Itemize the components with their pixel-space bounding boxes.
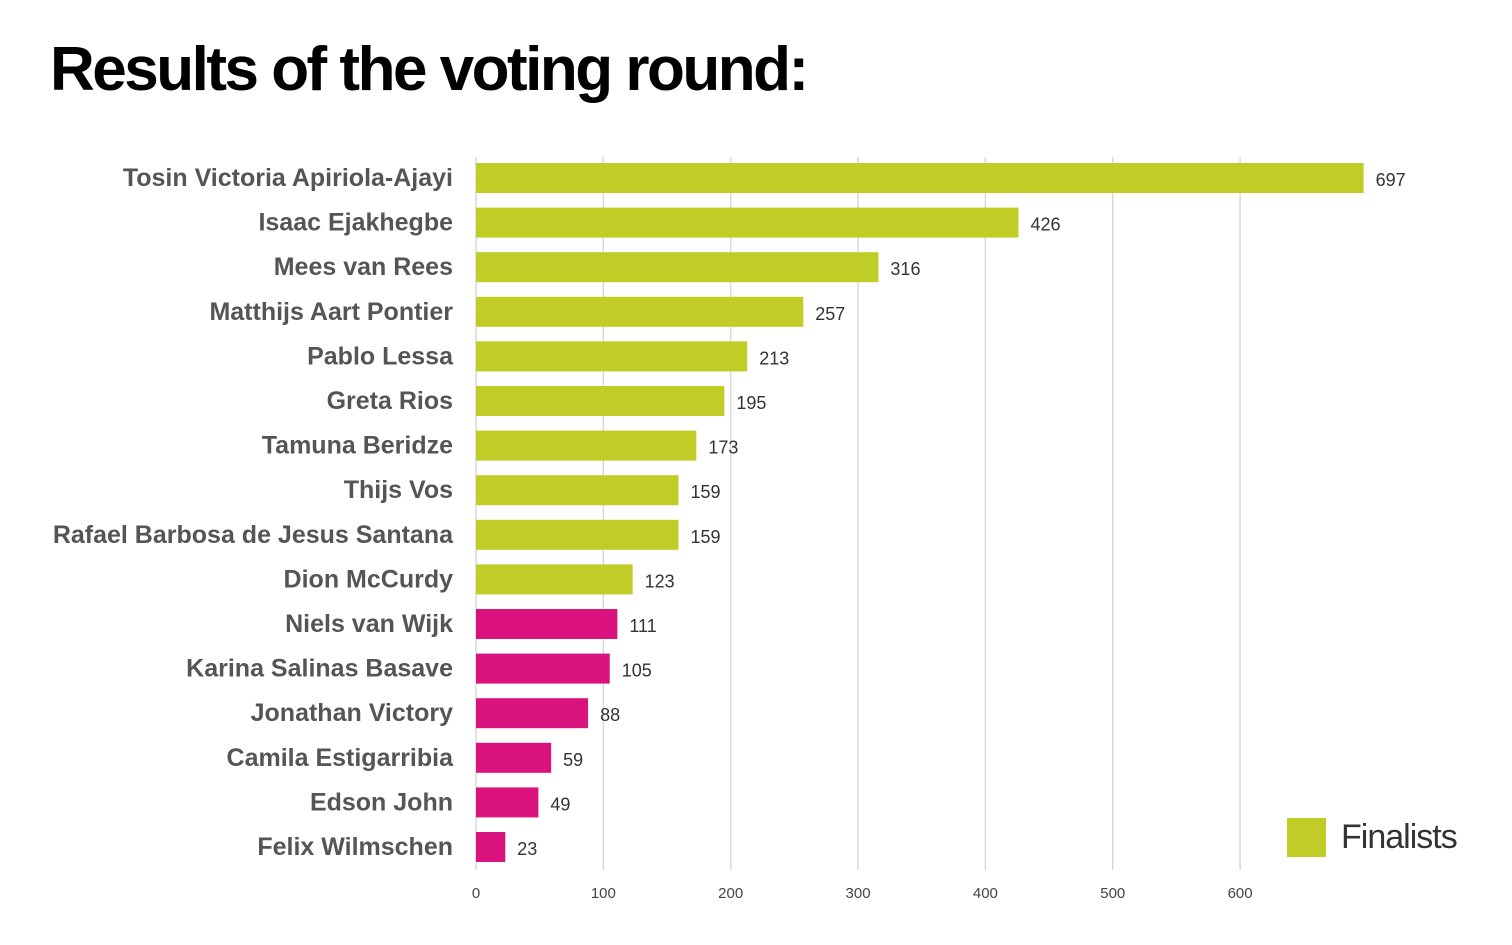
- bar: [476, 787, 539, 818]
- x-tick-label: 100: [591, 885, 616, 902]
- category-label: Greta Rios: [327, 387, 453, 415]
- value-labels: 697 426 316 257 213 195 173 159 159 123 111 105 88 59…: [517, 170, 1405, 859]
- category-label: Jonathan Victory: [251, 699, 453, 727]
- bar: [476, 475, 679, 506]
- category-label: Felix Wilmschen: [257, 833, 453, 861]
- bar: [476, 698, 589, 729]
- category-label: Isaac Ejakhegbe: [258, 209, 453, 237]
- bar: [476, 386, 725, 416]
- data-label: 697: [1376, 170, 1406, 190]
- data-label: 23: [517, 839, 537, 859]
- category-label: Mees van Rees: [274, 253, 453, 281]
- category-label: Tosin Victoria Apiriola-Ajayi: [123, 164, 453, 192]
- bar: [476, 519, 679, 550]
- x-tick-label: 500: [1100, 885, 1125, 902]
- category-labels: Tosin Victoria Apiriola-Ajayi Isaac Ejakh…: [53, 164, 454, 861]
- x-axis-ticks: 0 100 200 300 400 500 600: [472, 885, 1253, 902]
- category-label: Pablo Lessa: [307, 342, 454, 370]
- category-label: Niels van Wijk: [285, 610, 453, 638]
- legend: Finalists: [1287, 818, 1458, 857]
- category-label: Matthijs Aart Pontier: [209, 298, 453, 326]
- bar: [476, 564, 633, 595]
- bar: [476, 609, 618, 639]
- data-label: 111: [629, 616, 656, 636]
- data-label: 123: [645, 571, 675, 591]
- data-label: 316: [890, 259, 920, 279]
- data-label: 105: [622, 661, 652, 681]
- data-label: 88: [600, 705, 620, 725]
- bar: [476, 252, 879, 283]
- chart-title: Results of the voting round:: [50, 35, 809, 104]
- bar: [476, 207, 1019, 238]
- x-tick-label: 300: [846, 885, 871, 902]
- bar: [476, 341, 748, 372]
- category-label: Dion McCurdy: [284, 565, 454, 593]
- bars: [476, 163, 1364, 862]
- x-tick-label: 600: [1228, 885, 1253, 902]
- category-label: Edson John: [310, 788, 453, 816]
- bar: [476, 742, 552, 773]
- x-tick-label: 0: [472, 885, 480, 902]
- bar: [476, 653, 610, 684]
- bar: [476, 832, 506, 862]
- category-label: Thijs Vos: [344, 476, 453, 504]
- data-label: 173: [708, 438, 738, 458]
- bar: [476, 163, 1364, 193]
- legend-swatch-finalists: [1287, 818, 1326, 857]
- data-label: 426: [1031, 215, 1061, 235]
- data-label: 257: [815, 304, 845, 324]
- x-tick-label: 200: [718, 885, 743, 902]
- data-label: 159: [690, 482, 720, 502]
- category-label: Camila Estigarribia: [227, 744, 455, 772]
- category-label: Rafael Barbosa de Jesus Santana: [53, 521, 454, 549]
- data-label: 59: [563, 750, 583, 770]
- data-label: 49: [550, 794, 570, 814]
- bar: [476, 296, 804, 327]
- category-label: Karina Salinas Basave: [186, 655, 453, 683]
- x-tick-label: 400: [973, 885, 998, 902]
- legend-label-finalists: Finalists: [1341, 818, 1458, 856]
- bar: [476, 430, 697, 461]
- category-label: Tamuna Beridze: [262, 432, 453, 460]
- data-label: 159: [690, 527, 720, 547]
- data-label: 195: [736, 393, 766, 413]
- data-label: 213: [759, 348, 789, 368]
